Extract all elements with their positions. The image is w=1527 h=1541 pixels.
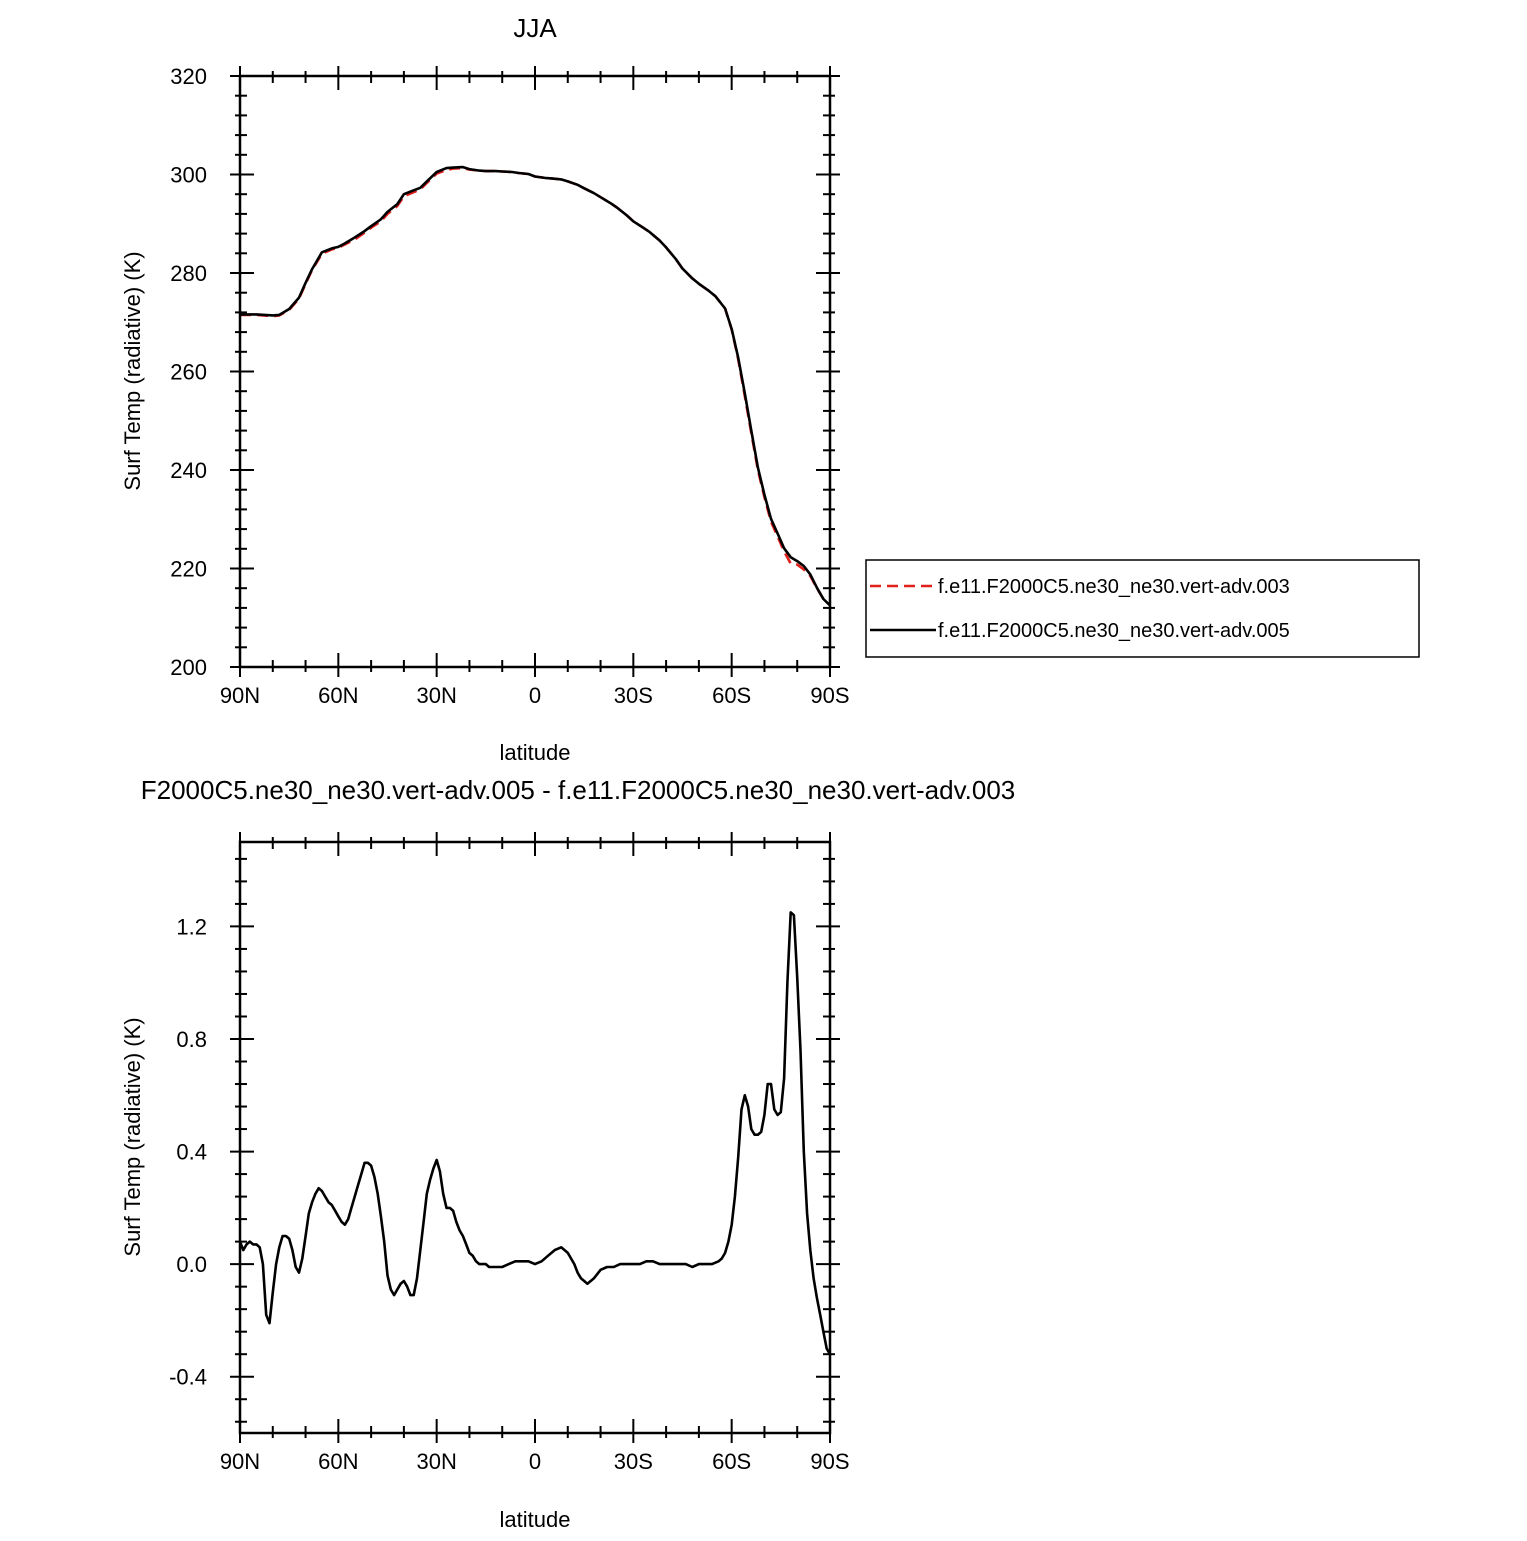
bottom-chart-series (238, 911, 832, 1355)
top-chart-ytick-label: 220 (170, 557, 207, 582)
top-chart-ylabel: Surf Temp (radiative) (K) (120, 251, 145, 490)
top-chart-series (240, 165, 831, 607)
bottom-chart-ytick-label: 0.4 (176, 1140, 207, 1165)
bottom-chart-ytick-label: -0.4 (169, 1365, 207, 1390)
top-chart-legend: f.e11.F2000C5.ne30_ne30.vert-adv.003 f.e… (865, 559, 1420, 658)
bottom-chart-xtick-label: 90N (220, 1449, 260, 1474)
top-chart-xtick-label: 60N (318, 683, 358, 708)
top-chart-xtick-label: 90S (810, 683, 849, 708)
top-chart-ticks: 90N 60N 30N 0 30S 60S 90S 200 220 240 260 280 300 320 (170, 64, 849, 708)
top-chart-panel: JJA 90N 60N 30N 0 30S 60S 90S 200 220 240 260 280 30… (120, 13, 1420, 765)
bottom-chart-xtick-label: 90S (810, 1449, 849, 1474)
top-chart-ytick-label: 240 (170, 458, 207, 483)
top-chart-title: JJA (513, 13, 557, 43)
bottom-chart-title: F2000C5.ne30_ne30.vert-adv.005 - f.e11.F… (141, 775, 1016, 805)
top-chart-series-line-0 (240, 166, 831, 606)
bottom-chart-ytick-label: 1.2 (176, 914, 207, 939)
bottom-chart-xtick-label: 0 (529, 1449, 541, 1474)
bottom-chart-ytick-label: 0.0 (176, 1252, 207, 1277)
bottom-chart-xlabel: latitude (500, 1507, 571, 1532)
bottom-chart-xtick-label: 60N (318, 1449, 358, 1474)
top-chart-xtick-label: 90N (220, 683, 260, 708)
legend-label-series-003: f.e11.F2000C5.ne30_ne30.vert-adv.003 (938, 576, 1290, 598)
legend-box (865, 559, 1420, 658)
bottom-chart-xtick-label: 30N (416, 1449, 456, 1474)
top-chart-ytick-label: 320 (170, 64, 207, 89)
bottom-chart-series-line-0 (238, 911, 832, 1355)
bottom-chart-panel: F2000C5.ne30_ne30.vert-adv.005 - f.e11.F… (120, 775, 1015, 1532)
top-chart-ytick-label: 260 (170, 360, 207, 385)
bottom-chart-ylabel: Surf Temp (radiative) (K) (120, 1017, 145, 1256)
top-chart-ytick-label: 280 (170, 261, 207, 286)
top-chart-ytick-label: 300 (170, 163, 207, 188)
bottom-chart-xtick-label: 60S (712, 1449, 751, 1474)
bottom-chart-ticks: 90N 60N 30N 0 30S 60S 90S -0.4 0.0 0.4 0.8 1.2 (169, 832, 850, 1474)
bottom-chart-xtick-label: 30S (614, 1449, 653, 1474)
top-chart-xtick-label: 30S (614, 683, 653, 708)
top-chart-ytick-label: 200 (170, 655, 207, 680)
top-chart-series-line-1 (240, 165, 831, 607)
legend-label-series-005: f.e11.F2000C5.ne30_ne30.vert-adv.005 (938, 620, 1290, 642)
top-chart-xtick-label: 0 (529, 683, 541, 708)
top-chart-xtick-label: 60S (712, 683, 751, 708)
bottom-chart-ytick-label: 0.8 (176, 1027, 207, 1052)
top-chart-xlabel: latitude (500, 740, 571, 765)
top-chart-frame (238, 74, 832, 669)
bottom-chart-frame (238, 840, 832, 1435)
top-chart-xtick-label: 30N (416, 683, 456, 708)
